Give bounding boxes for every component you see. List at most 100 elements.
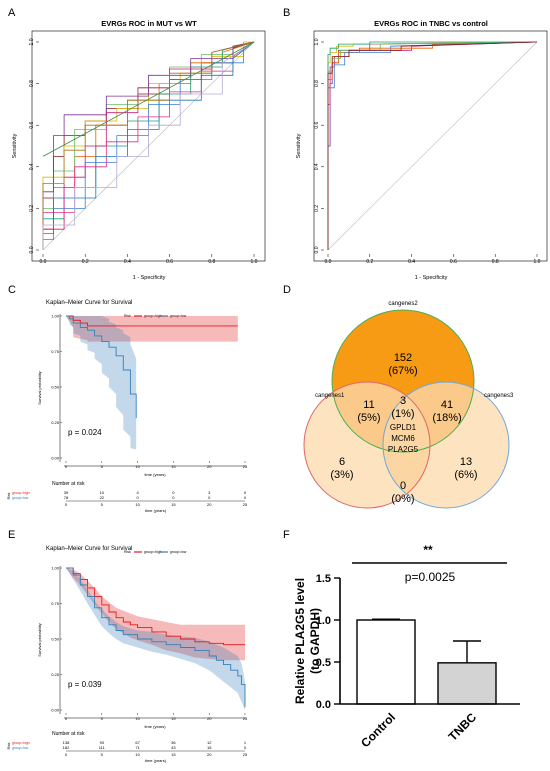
risk-axis-tick-label: 15 <box>171 502 176 507</box>
x-axis-label: time (years) <box>144 472 166 477</box>
risk-axis-tick-label: 25 <box>243 502 248 507</box>
diagonal-reference-line <box>327 41 538 251</box>
chart-title: EVRGs ROC in TNBC vs control <box>374 19 488 28</box>
risk-table-y-title: Risk <box>7 492 11 499</box>
risk-value: 0 <box>208 495 211 500</box>
risk-value: 15 <box>207 745 212 750</box>
x-tick-label: 10 <box>135 464 140 469</box>
venn-percent: (3%) <box>330 469 353 481</box>
y-tick-label: 0.5 <box>316 657 331 669</box>
venn-count: 3 <box>400 395 406 407</box>
survival-curve <box>66 315 238 327</box>
venn-gene-name: GPLD1 <box>390 423 417 432</box>
significance-stars: ** <box>423 543 433 557</box>
roc-curve <box>42 41 255 250</box>
roc-curve <box>327 41 538 250</box>
x-tick-label: 0.6 <box>450 259 457 265</box>
plot-frame <box>313 30 548 262</box>
x-tick-label: 20 <box>207 716 212 721</box>
roc-curve <box>327 41 538 250</box>
y-axis-label: Survival probability <box>37 623 42 657</box>
venn-fill-overlap-1-2 <box>332 382 430 452</box>
set-label-cangenes2: cangenes2 <box>388 301 418 307</box>
x-tick-label: 0 <box>65 716 68 721</box>
x-axis: 0 5 10 15 20 25 <box>65 461 248 469</box>
risk-value: 111 <box>99 745 106 750</box>
y-tick-label: 0.00 <box>51 707 60 712</box>
roc-curve <box>42 41 255 250</box>
x-tick-label: 0.6 <box>166 259 173 265</box>
x-tick-label: 0.0 <box>40 259 47 265</box>
roc-lines <box>327 41 538 251</box>
y-tick-label: 0.8 <box>314 80 320 87</box>
risk-value: 43 <box>171 745 176 750</box>
roc-curve <box>327 41 537 250</box>
x-tick-label: 15 <box>171 464 176 469</box>
risk-value: 39 <box>64 490 69 495</box>
risk-axis-label: time (years) <box>145 508 167 513</box>
risk-axis-tick-label: 20 <box>207 752 212 757</box>
risk-axis-label: time (years) <box>145 758 167 763</box>
x-tick-label: TNBC <box>446 710 480 744</box>
risk-value: 0 <box>172 495 175 500</box>
venn-count: 0 <box>400 480 406 492</box>
km-chart-e: Kaplan–Meier Curve for Survival Risk gro… <box>7 546 248 763</box>
plot-frame <box>31 30 266 262</box>
risk-table-title: Number at risk <box>52 731 85 737</box>
legend-label-high: group=high <box>144 314 162 318</box>
chart-title: Kaplan–Meier Curve for Survival <box>46 300 132 306</box>
x-tick-label: 0.4 <box>124 259 131 265</box>
risk-table-y-title: Risk <box>7 742 11 749</box>
y-axis-label-line2: (to GAPDH) <box>308 608 322 674</box>
x-axis-label: 1 - Specificity <box>133 275 166 281</box>
set-label-cangenes3: cangenes3 <box>484 393 514 399</box>
y-axis-label-line1: Relative PLA2G5 level <box>293 578 307 704</box>
risk-value: 1 <box>244 740 247 745</box>
risk-value: 71 <box>135 745 140 750</box>
risk-axis-tick-label: 0 <box>65 752 68 757</box>
x-tick-label: Control <box>358 710 398 750</box>
y-tick-label: 0.50 <box>51 384 60 389</box>
risk-axis-tick-label: 15 <box>171 752 176 757</box>
y-tick-label: 0.75 <box>51 349 60 354</box>
legend-label-low: group=low <box>170 550 187 554</box>
risk-value: 0 <box>244 745 247 750</box>
x-axis: 0 5 10 15 20 25 <box>65 713 248 721</box>
x-tick-label: 1.0 <box>251 259 258 265</box>
risk-axis-tick-label: 10 <box>135 752 140 757</box>
venn-outline-cangenes3 <box>382 381 510 509</box>
venn-count: 13 <box>460 456 472 468</box>
legend-label-high: group=high <box>144 550 162 554</box>
venn-labels: cangenes2 cangenes1 cangenes3 152(67%) 11(5%… <box>315 301 514 505</box>
roc-chart-mut-vs-wt: EVRGs ROC in MUT vs WT 0.0 0.2 0.4 0.6 0.8 1.… <box>12 19 266 281</box>
confidence-band <box>66 568 245 661</box>
venn-percent: (5%) <box>357 412 380 424</box>
venn-percent: (0%) <box>391 493 414 505</box>
risk-value: 182 <box>63 745 70 750</box>
x-tick-label: 5 <box>101 464 104 469</box>
y-tick-label: 0.6 <box>314 122 320 129</box>
roc-chart-tnbc-vs-control: EVRGs ROC in TNBC vs control 0.0 0.2 0.4 0.… <box>296 19 548 281</box>
x-axis: 0.0 0.2 0.4 0.6 0.8 1.0 <box>325 254 541 265</box>
risk-row-label: group=high <box>12 491 30 495</box>
survival-curve <box>66 567 245 646</box>
panel-label-a: A <box>8 7 16 19</box>
y-axis-label: Sensitivity <box>12 133 18 158</box>
risk-axis-tick-label: 25 <box>243 752 248 757</box>
legend-title: Risk <box>124 550 131 554</box>
y-tick-label: 0.2 <box>314 205 320 212</box>
y-tick-label: 0.50 <box>51 636 60 641</box>
x-axis: Control TNBC <box>358 710 479 750</box>
panel-label-d: D <box>283 284 291 296</box>
y-tick-label: 0.8 <box>29 80 35 87</box>
venn-diagram: cangenes2 cangenes1 cangenes3 152(67%) 11(5%… <box>303 301 514 509</box>
y-tick-label: 0.6 <box>29 122 35 129</box>
p-value: p = 0.024 <box>68 428 102 437</box>
y-tick-label: 1.5 <box>316 573 331 585</box>
y-tick-label: 1.0 <box>314 38 320 45</box>
venn-count: 41 <box>441 399 453 411</box>
risk-axis-tick-label: 5 <box>101 502 104 507</box>
risk-value: 12 <box>207 740 212 745</box>
bars <box>356 618 497 705</box>
